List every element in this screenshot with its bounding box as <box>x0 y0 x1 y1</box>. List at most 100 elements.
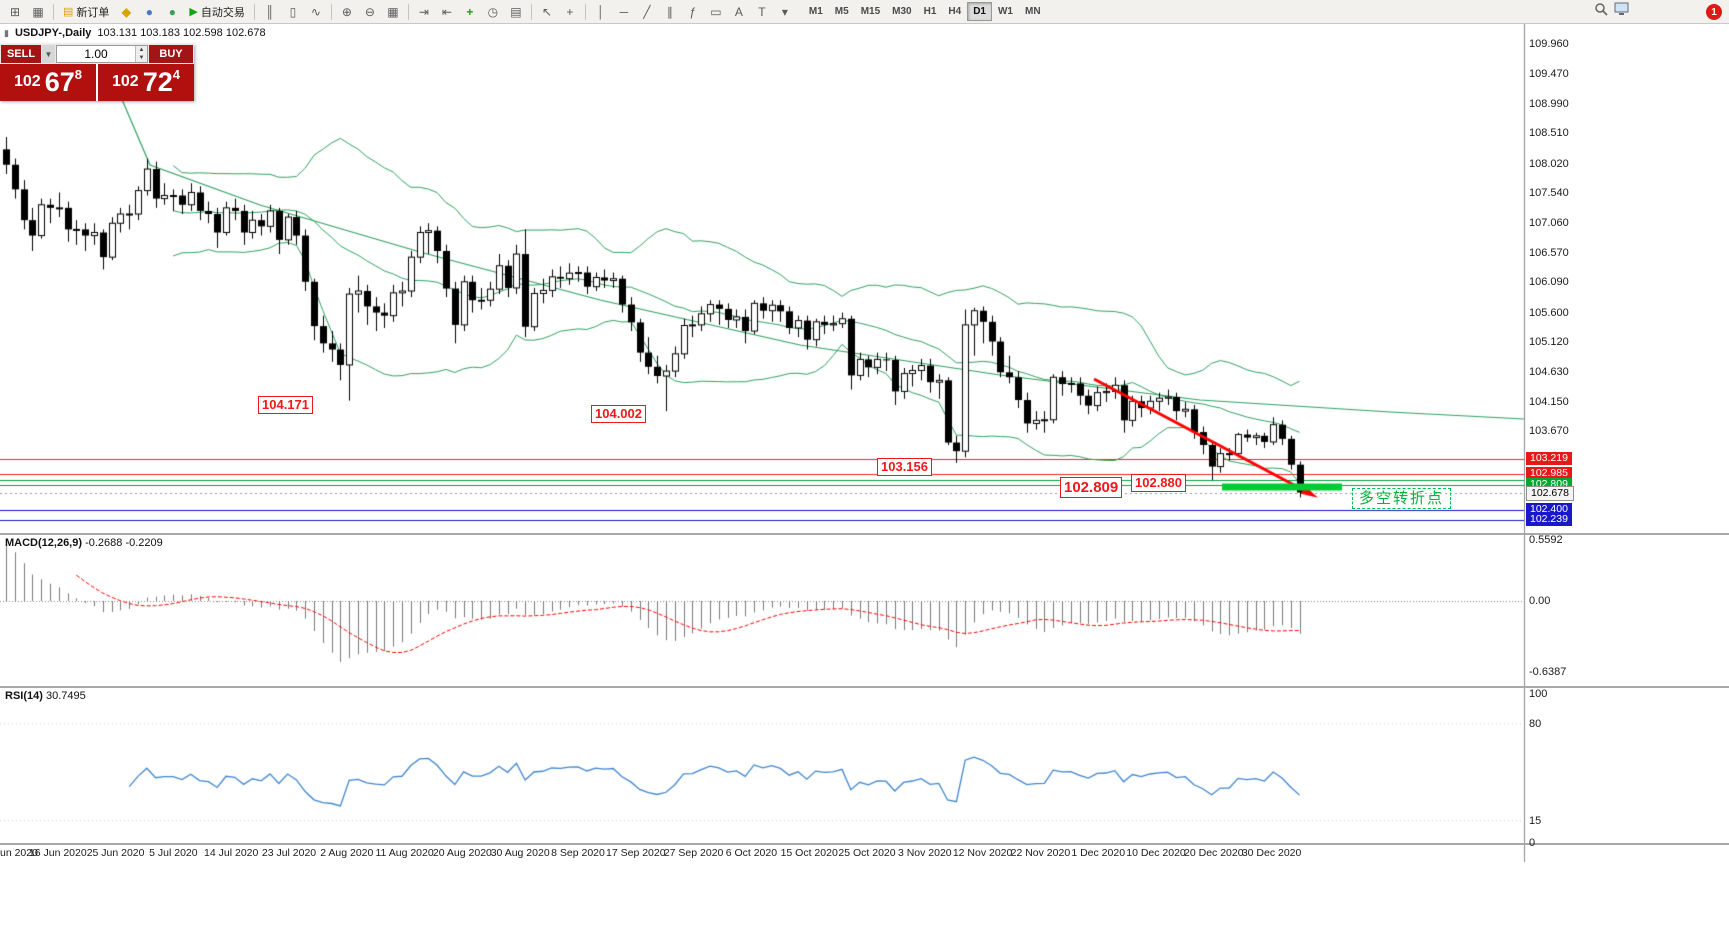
date-axis-label: 14 Jul 2020 <box>204 847 259 859</box>
volume-stepper[interactable]: ▲ ▼ <box>135 46 147 62</box>
autotrading-button-icon: ▶ <box>189 6 198 18</box>
macd-label: MACD(12,26,9) <box>5 537 83 549</box>
arrow-label-icon[interactable]: T <box>758 4 766 19</box>
macd-indicator-header: MACD(12,26,9) -0.2688 -0.2209 <box>5 537 163 549</box>
text-icon[interactable]: A <box>734 4 743 19</box>
price-axis-label: 109.960 <box>1529 38 1569 50</box>
line-chart-mode-icon[interactable]: ∿ <box>310 4 321 19</box>
volume-dropdown-caret[interactable]: ▼ <box>42 45 55 63</box>
tile-windows-icon[interactable]: ▦ <box>387 4 399 19</box>
sell-button[interactable]: SELL <box>1 45 41 63</box>
crosshair-icon[interactable]: + <box>566 4 574 19</box>
toolbar-separator <box>584 3 586 20</box>
price-axis-label: 107.060 <box>1529 216 1569 229</box>
buy-price-button[interactable]: 102 72 4 <box>98 64 194 101</box>
chart-macd-separator[interactable] <box>0 533 1729 535</box>
timeframe-m1[interactable]: M1 <box>808 6 823 17</box>
timeframe-m5[interactable]: M5 <box>834 6 849 17</box>
toolbar-separator <box>530 3 532 20</box>
sell-price-button[interactable]: 102 67 8 <box>0 64 96 101</box>
rsi-dateaxis-separator[interactable] <box>0 843 1729 845</box>
price-axis-label: 105.120 <box>1529 336 1569 349</box>
zoom-in-icon[interactable]: ⊕ <box>341 4 352 19</box>
bar-chart-mode-icon[interactable]: ║ <box>265 4 275 19</box>
price-level-label-102.809[interactable]: 102.809 <box>1060 477 1123 498</box>
metaeditor-icon[interactable]: ◆ <box>121 4 132 19</box>
timeframe-mn[interactable]: MN <box>1024 6 1041 17</box>
date-axis-label: 30 Dec 2020 <box>1241 847 1302 859</box>
date-axis-label: 30 Aug 2020 <box>490 847 550 859</box>
volume-step-up-icon[interactable]: ▲ <box>136 46 147 54</box>
one-click-trade-panel: SELL ▼ ▲ ▼ BUY 102 67 8 102 72 4 <box>0 44 194 101</box>
toolbar-separator <box>53 3 54 20</box>
autotrading-button-label: 自动交易 <box>200 6 245 19</box>
date-axis-label: 11 Aug 2020 <box>375 847 434 859</box>
timeframe-h1[interactable]: H1 <box>923 6 937 17</box>
price-tag-102.985: 102.985 <box>1526 466 1572 480</box>
price-axis-label: 108.510 <box>1529 127 1569 140</box>
timeframe-w1[interactable]: W1 <box>997 6 1013 17</box>
volume-input[interactable] <box>57 46 135 62</box>
buy-button[interactable]: BUY <box>149 45 193 63</box>
chart-shift-icon[interactable]: ⇤ <box>441 4 452 19</box>
price-axis-label: 105.600 <box>1529 306 1569 319</box>
new-order-button[interactable]: ▤ 新订单 <box>58 3 114 21</box>
timeframe-m15[interactable]: M15 <box>860 6 881 17</box>
price-level-label-102.880[interactable]: 102.880 <box>1131 474 1186 492</box>
price-level-label-103.156[interactable]: 103.156 <box>877 458 932 476</box>
price-level-label-104.002[interactable]: 104.002 <box>591 405 646 423</box>
rsi-scale-label: 0 <box>1529 837 1536 849</box>
symbol-ohlc: 103.131 103.183 102.598 102.678 <box>97 27 266 39</box>
chart-profiles-icon[interactable]: ▦ <box>32 4 44 19</box>
buy-price-pips: 72 <box>142 67 173 97</box>
date-axis-label: 6 Oct 2020 <box>725 847 778 859</box>
more-drawings-icon[interactable]: ▾ <box>781 4 788 19</box>
channel-icon[interactable]: ∥ <box>666 4 673 19</box>
templates-icon[interactable]: ▤ <box>510 4 522 19</box>
price-axis-label: 108.020 <box>1529 157 1569 170</box>
terminal-icon[interactable] <box>1614 2 1629 21</box>
rsi-label: RSI(14) <box>5 690 43 702</box>
date-axis-label: un 2020 <box>0 847 38 859</box>
timeframe-h4[interactable]: H4 <box>948 6 962 17</box>
zoom-out-icon[interactable]: ⊖ <box>364 4 375 19</box>
cursor-icon[interactable]: ↖ <box>541 4 552 19</box>
timeframe-toolbar: M1 M5 M15 M30 H1 H4 D1 W1 MN <box>803 2 1047 21</box>
auto-scroll-icon[interactable]: ⇥ <box>418 4 429 19</box>
toolbar-separator <box>407 3 409 20</box>
notification-badge[interactable]: 1 <box>1706 4 1722 20</box>
date-axis-label: 23 Jul 2020 <box>261 847 317 859</box>
horizontal-line-icon[interactable]: ─ <box>619 4 629 19</box>
turning-point-annotation[interactable]: 多空转折点 <box>1352 488 1452 509</box>
candlestick-mode-icon[interactable]: ▯ <box>289 4 297 19</box>
price-level-label-104.171[interactable]: 104.171 <box>258 396 313 414</box>
symbol-header: ▮ USDJPY-,Daily 103.131 103.183 102.598 … <box>4 27 266 39</box>
date-axis-label: 20 Dec 2020 <box>1184 847 1244 859</box>
indicators-icon[interactable]: + <box>466 4 474 19</box>
rsi-scale-label: 80 <box>1529 717 1542 730</box>
date-axis-label: 10 Dec 2020 <box>1126 847 1186 859</box>
data-window-icon[interactable]: ● <box>145 4 154 19</box>
macd-rsi-separator[interactable] <box>0 686 1729 688</box>
date-axis-label: 20 Aug 2020 <box>432 847 492 859</box>
rsi-indicator-header: RSI(14) 30.7495 <box>5 690 86 702</box>
toolbar-separator <box>253 3 255 20</box>
new-chart-icon[interactable]: ⊞ <box>9 4 21 19</box>
autotrading-button[interactable]: ▶ 自动交易 <box>184 3 249 21</box>
volume-step-down-icon[interactable]: ▼ <box>136 54 147 62</box>
macd-scale-label: 0.5592 <box>1529 534 1563 546</box>
date-axis-label: 25 Jun 2020 <box>86 847 145 859</box>
chart-mini-icon: ▮ <box>4 27 9 38</box>
timeframe-m30[interactable]: M30 <box>892 6 912 17</box>
timeframe-d1[interactable]: D1 <box>967 2 992 21</box>
vertical-line-icon[interactable]: │ <box>597 4 605 19</box>
navigator-icon[interactable]: ● <box>168 4 177 19</box>
shapes-icon[interactable]: ▭ <box>710 4 722 19</box>
trendline-icon[interactable]: ╱ <box>643 4 651 19</box>
search-icon[interactable] <box>1594 2 1608 21</box>
buy-price-point: 4 <box>172 67 180 82</box>
fibonacci-icon[interactable]: ƒ <box>689 4 697 19</box>
periods-icon[interactable]: ◷ <box>487 4 499 19</box>
